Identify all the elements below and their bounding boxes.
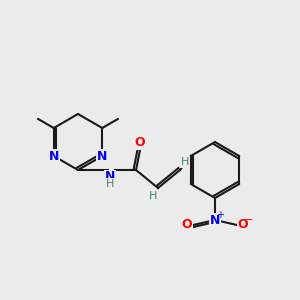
Text: N: N [49,149,59,163]
Text: O: O [182,218,192,232]
Text: +: + [216,210,224,220]
Text: N: N [105,170,115,184]
Text: H: H [149,191,157,201]
Text: N: N [97,149,107,163]
Text: O: O [135,136,145,149]
Text: N: N [210,214,220,226]
Text: H: H [106,179,114,189]
Text: H: H [181,157,189,167]
Text: −: − [244,215,254,225]
Text: O: O [238,218,248,232]
